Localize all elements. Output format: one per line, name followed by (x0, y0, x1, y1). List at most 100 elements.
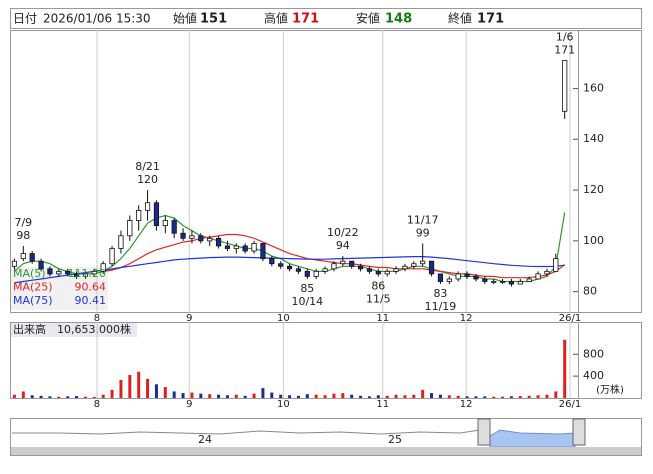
candle-body (349, 260, 355, 267)
date-label: 日付 (13, 12, 37, 26)
volume-bar (92, 396, 96, 398)
high-date-label: 10/22 (327, 226, 359, 239)
volume-bar (110, 389, 114, 398)
volume-bar (270, 392, 274, 398)
candle-body (56, 270, 62, 275)
legend-name: MA(75) (13, 294, 53, 307)
volume-bar (163, 387, 167, 398)
volume-bar (438, 394, 442, 398)
volume-latest: 10,653,000株 (57, 322, 131, 336)
candle-body (11, 260, 18, 267)
volume-bar (190, 392, 194, 398)
candle-body (171, 220, 177, 234)
volume-bar (385, 395, 389, 398)
volume-bar (225, 395, 229, 398)
x-tick-label: 12 (460, 399, 473, 410)
candle-body (189, 235, 195, 239)
candle-body (562, 60, 568, 112)
candle-body (233, 245, 239, 249)
volume-bar (146, 378, 150, 398)
x-tick-label: 11 (376, 313, 389, 324)
price-panel (10, 30, 642, 313)
navigator-handle-left[interactable] (477, 418, 491, 446)
volume-bar (119, 379, 123, 398)
volume-bar (234, 394, 238, 398)
legend-name: MA(25) (13, 281, 53, 294)
legend-name: MA(5) (13, 267, 46, 280)
low-date-label: 10/14 (291, 295, 323, 308)
volume-bar (456, 395, 460, 398)
volume-bar (39, 395, 43, 398)
y-tick-label: 160 (583, 81, 604, 94)
navigator-handle-right[interactable] (572, 418, 586, 446)
y-tick-label: 400 (583, 369, 604, 382)
navigator-label: 25 (388, 433, 402, 446)
candle-body (38, 260, 44, 270)
candle-body (393, 268, 399, 272)
volume-bar (563, 339, 567, 398)
x-tick-label: 8 (94, 399, 100, 410)
candle-body (29, 253, 35, 262)
candle-body (47, 268, 53, 275)
volume-bar (314, 394, 318, 398)
volume-bar (394, 394, 398, 398)
navigator-line (12, 429, 481, 435)
candle-body (455, 273, 461, 280)
candle-body (357, 265, 364, 270)
volume-bar (341, 393, 345, 398)
y-tick-label: 800 (583, 347, 604, 360)
navigator-scrollbar[interactable] (11, 447, 641, 455)
volume-bar (332, 393, 336, 398)
volume-panel (10, 322, 642, 399)
x-tick-label: 11 (376, 399, 389, 410)
open-label: 始値 (173, 11, 197, 26)
candle-body (180, 232, 186, 239)
x-tick-label: 10 (277, 399, 290, 410)
candle-body (224, 245, 231, 249)
legend-value: 90.41 (75, 294, 107, 307)
x-tick-label: 10 (277, 313, 290, 324)
candle-body (544, 270, 550, 275)
candle-body (136, 209, 142, 221)
candle-body (526, 278, 532, 282)
low-value-label: 86 (371, 279, 385, 292)
high-value-label: 120 (137, 173, 158, 186)
legend-value: 111.20 (68, 267, 107, 280)
volume-label: 出来高 (13, 322, 46, 336)
candle-body (269, 258, 275, 265)
open: 151 (200, 12, 227, 27)
volume-bar (30, 395, 34, 398)
candle-body (286, 265, 293, 270)
volume-bar (474, 396, 478, 398)
candle-body (499, 281, 506, 283)
candle-body (402, 265, 408, 270)
low-label: 安値 (356, 11, 380, 26)
low-value-label: 85 (300, 282, 314, 295)
x-tick-label: 8 (94, 313, 100, 324)
volume-bar (545, 394, 549, 398)
candle-body (207, 237, 213, 242)
y-tick-label: 80 (583, 285, 597, 298)
volume-bar (518, 396, 522, 398)
volume-bar (199, 393, 203, 398)
candle-body (109, 248, 115, 265)
x-tick-label: 9 (186, 399, 192, 410)
volume-bar (243, 395, 247, 398)
volume-bar (217, 394, 221, 398)
x-tick-label: 26/1 (559, 399, 581, 410)
candle-body (340, 260, 346, 265)
low-date-label: 11/5 (366, 292, 391, 305)
candle-body (437, 273, 444, 282)
candle-body (535, 273, 541, 280)
candle-body (313, 270, 319, 277)
candle-body (428, 260, 435, 275)
candle-body (118, 235, 124, 249)
volume-bar (367, 396, 371, 398)
volume-bar (154, 384, 158, 398)
candle-body (198, 235, 204, 242)
x-tick-label: 26/1 (559, 313, 581, 324)
candle-body (411, 263, 417, 267)
date: 2026/01/06 15:30 (43, 12, 151, 26)
volume-bar (83, 396, 87, 398)
